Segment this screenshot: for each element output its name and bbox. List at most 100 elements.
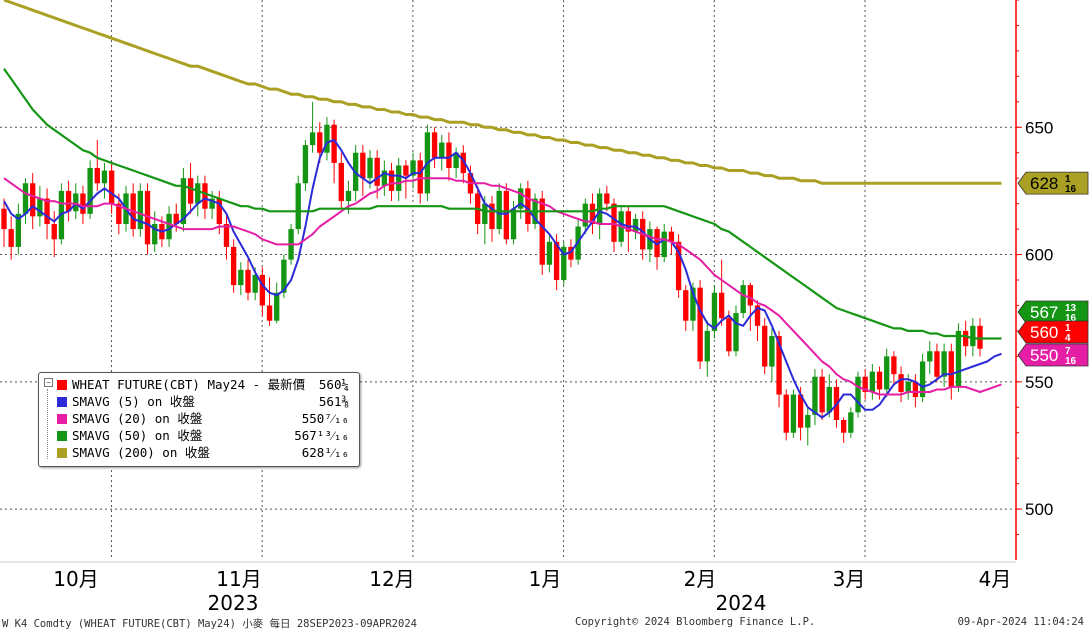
y-axis-ticks: 500 550 600 650	[1016, 0, 1053, 536]
legend-row-sma20: SMAVG (20) on 收盤 550⁷⁄₁₆	[39, 411, 357, 427]
y-tick-label: 650	[1025, 118, 1053, 137]
value-tag-number: 567	[1030, 303, 1058, 322]
legend-swatch-sma200	[57, 448, 67, 458]
candle-body	[762, 325, 768, 367]
legend-row-sma5: SMAVG (5) on 收盤 561⅜	[39, 394, 357, 410]
candle-body	[668, 231, 675, 242]
candle-body	[797, 394, 804, 428]
legend-name: WHEAT FUTURE(CBT) May24 - 最新價	[72, 377, 306, 392]
candle-body	[51, 224, 57, 240]
legend-collapse-icon[interactable]: −	[44, 378, 53, 387]
candle-body	[439, 142, 445, 158]
value-tag-frac-num: 1	[1065, 323, 1071, 334]
legend-value: 567¹³⁄₁₆	[294, 428, 349, 443]
candle-body	[855, 376, 861, 413]
legend: − WHEAT FUTURE(CBT) May24 - 最新價 560¼ SMA…	[38, 372, 360, 467]
candle-body	[266, 305, 273, 321]
candle-body	[108, 170, 115, 204]
candle-body	[281, 259, 287, 293]
candle-body	[173, 213, 179, 224]
candle-body	[8, 229, 14, 247]
candle-body	[345, 190, 352, 202]
candle-body	[338, 162, 344, 202]
candle-body	[30, 183, 36, 217]
candle-body	[582, 203, 588, 227]
candle-body	[948, 351, 954, 387]
legend-swatch-price	[57, 380, 67, 390]
candle-body	[195, 183, 201, 204]
candle-body	[137, 190, 144, 230]
candle-body	[862, 376, 868, 392]
ma-line-1	[3, 139, 1002, 419]
candle-body	[245, 269, 251, 293]
candle-body	[238, 269, 244, 286]
candle-body	[546, 241, 553, 265]
ma-line-2	[3, 177, 1002, 396]
candle-body	[905, 381, 911, 392]
candle-body	[711, 292, 718, 331]
candle-body	[302, 145, 309, 184]
candle-body	[661, 231, 667, 258]
value-tag-frac-num: 7	[1065, 346, 1071, 357]
candle-body	[869, 371, 876, 392]
x-year-label: 2023	[208, 591, 259, 615]
candle-body	[790, 394, 797, 433]
candle-body	[503, 190, 510, 240]
candle-body	[683, 290, 689, 321]
candle-body	[553, 241, 560, 280]
candle-body	[453, 152, 459, 168]
candle-body	[525, 188, 531, 224]
candle-body	[374, 157, 380, 186]
candle-body	[431, 132, 438, 158]
candle-body	[625, 211, 632, 232]
candle-body	[496, 190, 502, 230]
candle-body	[216, 198, 222, 224]
candle-body	[144, 190, 151, 245]
candle-body	[22, 183, 29, 214]
candle-body	[927, 351, 933, 362]
candle-body	[309, 132, 316, 146]
candle-body	[94, 168, 100, 184]
legend-swatch-sma20	[57, 414, 67, 424]
value-tag-number: 628	[1030, 174, 1058, 193]
value-tag	[1017, 300, 1089, 324]
candle-body	[410, 160, 416, 176]
candle-body	[604, 193, 610, 204]
footer-copyright: Copyright© 2024 Bloomberg Finance L.P.	[575, 616, 816, 628]
candle-body	[417, 160, 423, 194]
candle-body	[805, 414, 811, 428]
footer-timestamp: 09-Apr-2024 11:04:24	[957, 616, 1084, 628]
x-month-label: 1月	[529, 567, 562, 591]
candle-body	[37, 198, 43, 217]
candle-body	[690, 287, 696, 321]
x-year-label: 2024	[716, 591, 767, 615]
candle-body	[876, 371, 883, 390]
legend-value: 628¹⁄₁₆	[301, 445, 349, 460]
candle-body	[568, 246, 574, 260]
x-month-label: 2月	[684, 567, 717, 591]
grid-lines	[0, 0, 1016, 560]
candle-body	[955, 330, 962, 387]
candle-body	[632, 218, 639, 232]
value-tag-frac-den: 4	[1065, 333, 1071, 344]
candle-body	[733, 313, 739, 352]
candle-body	[589, 203, 596, 224]
candle-body	[718, 292, 725, 319]
candle-body	[44, 198, 50, 224]
candle-body	[812, 376, 818, 415]
y-tick-label: 550	[1025, 373, 1053, 392]
candle-body	[675, 241, 682, 291]
ma-line-4	[3, 0, 1002, 185]
candle-body	[489, 203, 495, 230]
candle-body	[754, 305, 761, 326]
candle-body	[704, 330, 710, 362]
ma-line-3	[3, 68, 1002, 340]
candle-body	[116, 203, 122, 224]
candle-body	[65, 190, 72, 212]
footer-ticker: W K4 Comdty (WHEAT FUTURE(CBT) May24) 小麥…	[2, 618, 417, 630]
candle-body	[259, 274, 266, 306]
candle-body	[80, 193, 86, 214]
x-month-label: 10月	[53, 567, 98, 591]
candle-body	[87, 168, 93, 214]
value-tag-number: 550	[1030, 346, 1058, 365]
